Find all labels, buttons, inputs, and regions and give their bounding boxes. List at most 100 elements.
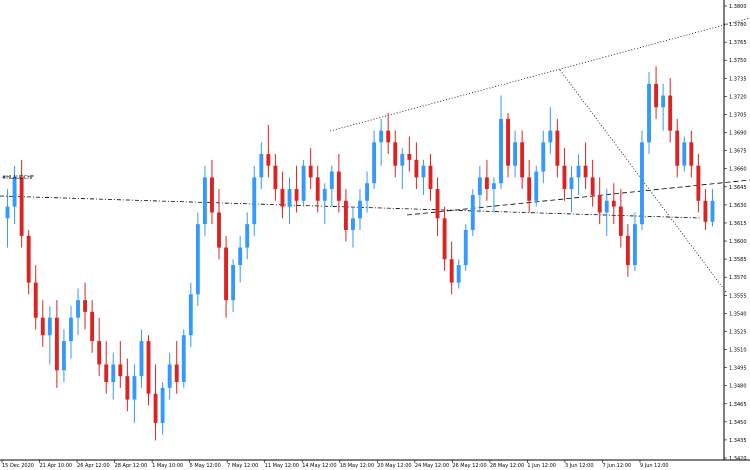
candle bbox=[61, 329, 66, 382]
candle bbox=[90, 300, 95, 353]
candle bbox=[54, 300, 59, 388]
x-tick-label: 1 May 10:00 bbox=[152, 463, 183, 469]
candle bbox=[245, 212, 250, 260]
candle-body bbox=[188, 294, 193, 336]
candle bbox=[710, 189, 715, 227]
y-tick-label: 1.3525 bbox=[729, 329, 747, 335]
candle bbox=[12, 165, 17, 225]
candle-body bbox=[54, 317, 59, 371]
candle bbox=[287, 177, 292, 225]
candle bbox=[463, 224, 468, 271]
candle bbox=[97, 317, 102, 377]
candle bbox=[520, 130, 525, 190]
candle-body bbox=[139, 341, 144, 377]
candle-body bbox=[280, 189, 285, 207]
candle bbox=[329, 165, 334, 207]
y-tick-label: 1.3465 bbox=[729, 402, 747, 408]
y-tick-label: 1.3690 bbox=[729, 131, 747, 137]
candle bbox=[26, 230, 31, 295]
candle bbox=[33, 265, 38, 330]
trendline-1[interactable] bbox=[329, 17, 750, 132]
candle bbox=[421, 159, 426, 195]
candle-body bbox=[125, 376, 130, 400]
candle bbox=[202, 165, 207, 236]
candle bbox=[280, 171, 285, 219]
x-tick-label: 14 May 12:00 bbox=[302, 463, 336, 469]
candle-body bbox=[611, 200, 616, 207]
y-tick-label: 1.3800 bbox=[729, 4, 747, 10]
candle-body bbox=[104, 364, 109, 382]
candle-body bbox=[386, 130, 391, 143]
y-tick-label: 1.3615 bbox=[729, 221, 747, 227]
candle-body bbox=[668, 95, 673, 131]
candle-body bbox=[470, 194, 475, 230]
candle bbox=[336, 154, 341, 213]
candle bbox=[294, 165, 299, 213]
candle bbox=[668, 78, 673, 143]
candle-body bbox=[492, 183, 496, 190]
candles bbox=[5, 66, 715, 441]
candle-body bbox=[449, 259, 454, 283]
candle bbox=[675, 118, 680, 178]
candle bbox=[365, 171, 369, 213]
candle bbox=[696, 154, 701, 213]
candle-body bbox=[308, 165, 313, 178]
candle-body bbox=[238, 247, 243, 266]
candle-body bbox=[160, 387, 165, 423]
candle-body bbox=[273, 165, 278, 190]
candle bbox=[506, 113, 510, 178]
indicator-label: #HLAUDCHF bbox=[2, 175, 34, 181]
candle-body bbox=[224, 247, 228, 301]
candle bbox=[167, 352, 172, 400]
trendline-4[interactable] bbox=[0, 195, 701, 219]
candle-body bbox=[174, 364, 179, 382]
candle bbox=[315, 165, 320, 213]
candle bbox=[513, 130, 518, 178]
candle bbox=[555, 118, 560, 178]
candle bbox=[379, 118, 384, 166]
x-tick-label: 5 May 12:00 bbox=[190, 463, 221, 469]
candle bbox=[224, 235, 228, 318]
candle bbox=[146, 335, 151, 406]
candle bbox=[386, 113, 391, 154]
y-tick-label: 1.3450 bbox=[729, 420, 747, 426]
candle bbox=[640, 130, 644, 230]
candle-body bbox=[294, 189, 299, 201]
candle-body bbox=[329, 171, 334, 190]
candle bbox=[19, 159, 24, 248]
candle-body bbox=[153, 393, 158, 423]
y-tick-label: 1.3570 bbox=[729, 275, 747, 281]
candle-body bbox=[351, 218, 355, 230]
candle bbox=[590, 159, 595, 207]
candle bbox=[139, 329, 144, 388]
x-tick-label: 9 Jun 12:00 bbox=[640, 463, 669, 469]
candle bbox=[484, 159, 489, 201]
candle-body bbox=[336, 171, 341, 201]
candle-body bbox=[83, 300, 88, 312]
candle-body bbox=[118, 364, 123, 377]
candle bbox=[195, 212, 200, 306]
candle bbox=[181, 329, 186, 388]
candle-body bbox=[506, 118, 510, 166]
candle-body bbox=[477, 177, 482, 195]
candle bbox=[132, 364, 137, 423]
candle-body bbox=[618, 206, 623, 236]
candle bbox=[477, 165, 482, 213]
candle bbox=[231, 259, 236, 312]
trendline-2[interactable] bbox=[406, 179, 750, 216]
candle-body bbox=[400, 154, 405, 166]
candle-body bbox=[26, 235, 31, 283]
candle-body bbox=[520, 142, 525, 178]
x-tick-label: 26 May 12:00 bbox=[452, 463, 486, 469]
candle-body bbox=[414, 159, 419, 178]
y-tick-label: 1.3630 bbox=[729, 203, 747, 209]
candle bbox=[273, 154, 278, 201]
candle bbox=[40, 300, 45, 347]
candle-body bbox=[259, 154, 264, 178]
candle bbox=[252, 165, 257, 236]
candle-body bbox=[5, 206, 10, 219]
candle bbox=[541, 130, 546, 184]
y-tick-label: 1.3420 bbox=[729, 456, 747, 462]
